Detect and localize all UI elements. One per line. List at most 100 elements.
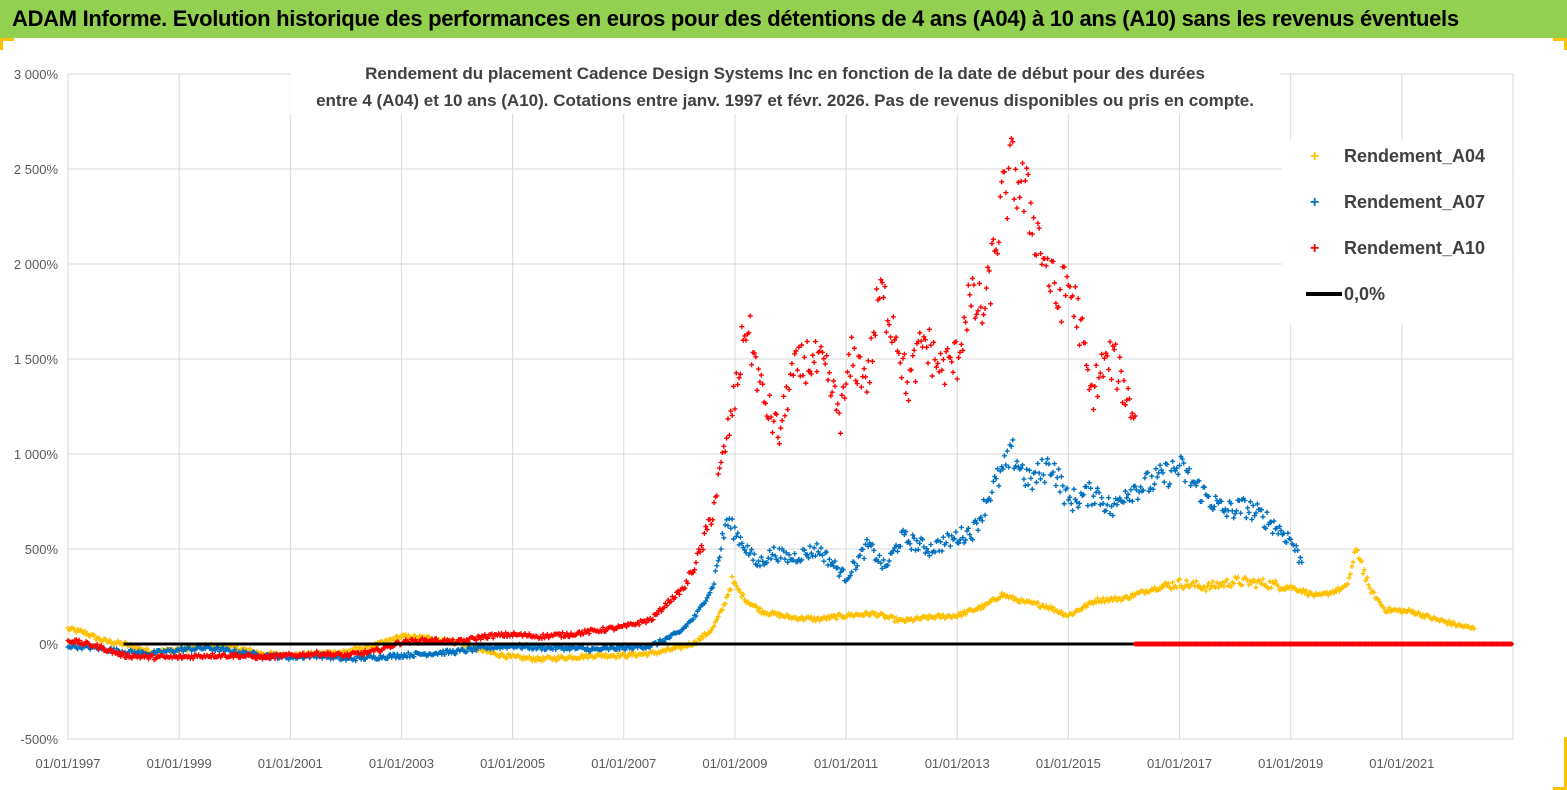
data-point <box>1142 590 1148 596</box>
data-point <box>1174 585 1180 591</box>
data-point <box>893 334 899 340</box>
data-point <box>760 558 766 564</box>
data-point <box>412 637 418 643</box>
data-point <box>722 449 728 455</box>
data-point <box>539 658 545 664</box>
data-point <box>847 373 853 379</box>
data-point <box>1072 496 1078 502</box>
data-point <box>881 612 887 618</box>
data-point <box>728 587 734 593</box>
data-point <box>1063 293 1069 299</box>
series-Rendement_A07 <box>65 437 1305 664</box>
data-point <box>1215 585 1221 591</box>
data-point <box>918 338 924 344</box>
data-point <box>1136 489 1142 495</box>
data-point <box>731 536 737 542</box>
data-point <box>789 361 795 367</box>
data-point <box>975 527 981 533</box>
data-point <box>1082 340 1088 346</box>
data-point <box>785 559 791 565</box>
data-point <box>1117 354 1123 360</box>
data-point <box>768 556 774 562</box>
data-point <box>210 651 215 657</box>
data-point <box>965 525 971 531</box>
data-point <box>875 558 881 564</box>
data-point <box>838 569 844 575</box>
data-point <box>807 368 813 374</box>
data-point <box>785 407 791 413</box>
data-point <box>925 549 931 555</box>
data-point <box>504 645 510 651</box>
data-point <box>419 635 425 641</box>
data-point <box>756 608 762 614</box>
data-point <box>1270 530 1276 536</box>
data-point <box>963 537 969 543</box>
data-point <box>985 264 991 270</box>
data-point <box>1035 600 1041 606</box>
data-point <box>865 543 871 549</box>
data-point <box>712 568 718 574</box>
data-point <box>235 651 241 657</box>
data-point <box>714 616 720 622</box>
data-point <box>1224 513 1230 519</box>
data-point <box>788 371 793 377</box>
data-point <box>1364 575 1370 581</box>
data-point <box>725 592 731 598</box>
data-point <box>1135 496 1141 502</box>
banner-accent-bottom-right-vertical <box>1564 737 1567 790</box>
data-point <box>650 617 656 623</box>
data-point <box>857 354 863 360</box>
data-point <box>996 239 1002 245</box>
x-tick-label: 01/01/2015 <box>1036 756 1101 771</box>
data-point <box>826 616 832 622</box>
data-point <box>722 522 728 528</box>
data-point <box>1050 469 1056 475</box>
data-point <box>1182 583 1188 589</box>
data-point <box>924 546 930 552</box>
data-point <box>1095 595 1101 601</box>
data-point <box>940 534 946 540</box>
data-point <box>1284 539 1290 545</box>
data-point <box>717 465 723 471</box>
data-point <box>844 369 850 375</box>
data-point <box>585 627 591 633</box>
data-point <box>1032 469 1038 475</box>
data-point <box>1039 457 1045 463</box>
data-point <box>957 537 963 543</box>
legend-marker-a04: + <box>1310 148 1320 165</box>
data-point <box>885 318 891 324</box>
data-point <box>1010 139 1016 145</box>
data-point <box>737 534 743 540</box>
data-point <box>970 537 976 543</box>
data-point <box>1077 500 1082 506</box>
data-point <box>1046 461 1052 467</box>
data-point <box>1085 503 1091 509</box>
data-point <box>861 555 867 561</box>
data-point <box>1061 501 1067 507</box>
data-point <box>701 530 707 536</box>
data-point <box>107 637 113 643</box>
data-point <box>1099 351 1105 357</box>
data-point <box>603 628 609 634</box>
data-point <box>672 595 678 601</box>
data-point <box>986 268 992 274</box>
data-point <box>721 443 727 449</box>
data-point <box>305 650 311 656</box>
data-point <box>503 630 509 636</box>
legend-item-a07: + Rendement_A07 <box>1282 186 1512 232</box>
data-point <box>614 626 620 632</box>
data-point <box>953 529 959 535</box>
data-point <box>760 608 766 614</box>
data-point <box>945 346 951 352</box>
data-point <box>1117 495 1123 501</box>
data-point <box>750 557 756 563</box>
data-point <box>890 548 896 554</box>
data-point <box>938 539 944 545</box>
data-point <box>999 179 1005 185</box>
data-point <box>1031 215 1037 221</box>
data-point <box>1047 288 1053 294</box>
data-point <box>1268 519 1274 525</box>
data-point <box>1247 499 1253 505</box>
data-point <box>1107 339 1113 345</box>
data-point <box>751 350 757 356</box>
